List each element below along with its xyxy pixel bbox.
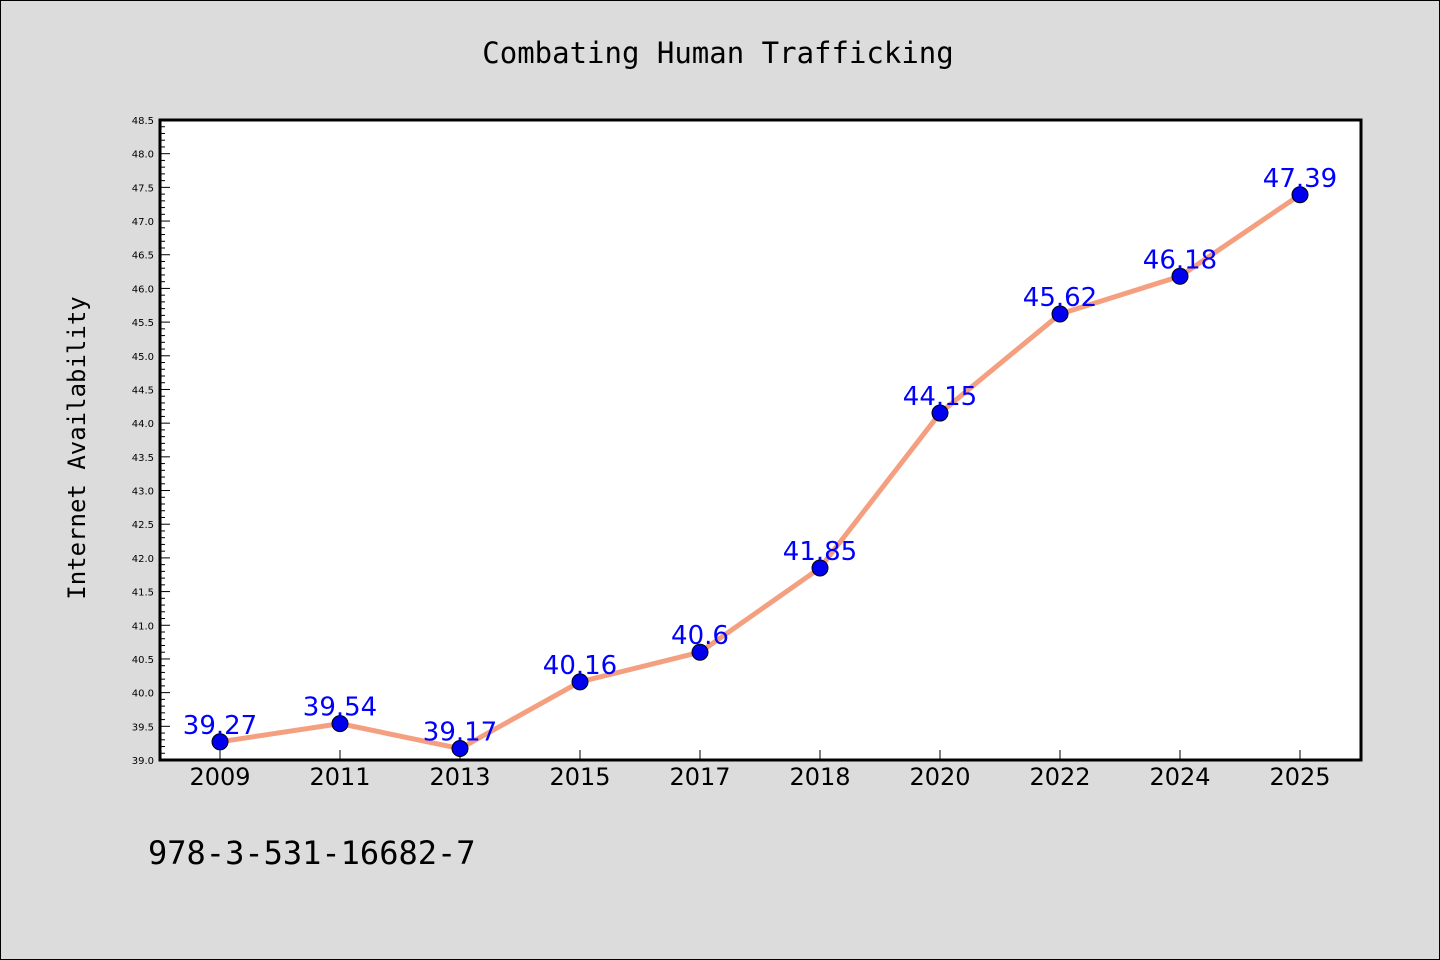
isbn-code: 978-3-531-16682-7 (148, 834, 476, 872)
data-point-marker (811, 559, 829, 577)
x-tick-label: 2015 (549, 763, 610, 791)
plot-area (158, 118, 1363, 762)
data-point-marker (571, 673, 589, 691)
data-point-label: 46.18 (1143, 245, 1217, 275)
y-tick-label: 48.0 (132, 150, 154, 161)
y-tick-label: 42.0 (132, 554, 154, 565)
data-point-label: 39.54 (303, 693, 377, 723)
y-tick-label: 48.5 (132, 116, 154, 127)
data-point-label: 45.62 (1023, 283, 1097, 313)
x-tick-label: 2013 (429, 763, 490, 791)
y-tick-label: 40.0 (132, 689, 154, 700)
y-tick-label: 43.0 (132, 487, 154, 498)
series-layer: 39.27 39.54 39.17 40.16 40.6 41.85 44.15 45.62 4… (183, 164, 1337, 758)
y-axis-label: Internet Availability (63, 296, 91, 599)
data-point-label: 39.27 (183, 711, 257, 741)
y-tick-label: 46.5 (132, 251, 154, 262)
data-point-label: 44.15 (903, 382, 977, 412)
x-tick-label: 2020 (909, 763, 970, 791)
data-point-marker (1051, 305, 1069, 323)
data-point-marker (451, 740, 469, 758)
y-tick-label: 46.0 (132, 284, 154, 295)
x-axis-ticks: 2009 2011 2013 2015 2017 2018 2020 2022 2024 2025 (189, 750, 1331, 791)
y-axis-ticks: 39.0 39.5 40.0 40.5 41.0 41.5 42.0 42.5 43.0 43.5… (132, 116, 170, 767)
data-point-marker (1291, 186, 1309, 204)
y-tick-label: 39.0 (132, 756, 154, 767)
y-tick-label: 42.5 (132, 520, 154, 531)
data-point-label: 47.39 (1263, 164, 1337, 194)
data-point-label: 41.85 (783, 537, 857, 567)
x-tick-label: 2011 (309, 763, 370, 791)
y-tick-label: 40.5 (132, 655, 154, 666)
y-tick-label: 41.5 (132, 588, 154, 599)
y-tick-label: 44.5 (132, 385, 154, 396)
data-point-marker (211, 733, 229, 751)
x-tick-label: 2009 (189, 763, 250, 791)
x-tick-label: 2018 (789, 763, 850, 791)
y-tick-label: 45.0 (132, 352, 154, 363)
data-point-marker (691, 643, 709, 661)
series-line (217, 192, 1303, 752)
y-tick-label: 43.5 (132, 453, 154, 464)
x-tick-label: 2017 (669, 763, 730, 791)
data-point-label: 39.17 (423, 718, 497, 748)
x-tick-label: 2025 (1269, 763, 1330, 791)
y-tick-label: 41.0 (132, 621, 154, 632)
y-tick-label: 45.5 (132, 318, 154, 329)
y-tick-label: 44.0 (132, 419, 154, 430)
x-tick-label: 2022 (1029, 763, 1090, 791)
data-point-label: 40.16 (543, 651, 617, 681)
data-point-marker (331, 715, 349, 733)
data-point-marker (931, 404, 949, 422)
y-tick-label: 47.0 (132, 217, 154, 228)
y-tick-label: 39.5 (132, 722, 154, 733)
data-point-marker (1171, 267, 1189, 285)
y-tick-label: 47.5 (132, 183, 154, 194)
x-tick-label: 2024 (1149, 763, 1210, 791)
data-point-label: 40.6 (671, 621, 729, 651)
chart-title: Combating Human Trafficking (482, 36, 953, 70)
